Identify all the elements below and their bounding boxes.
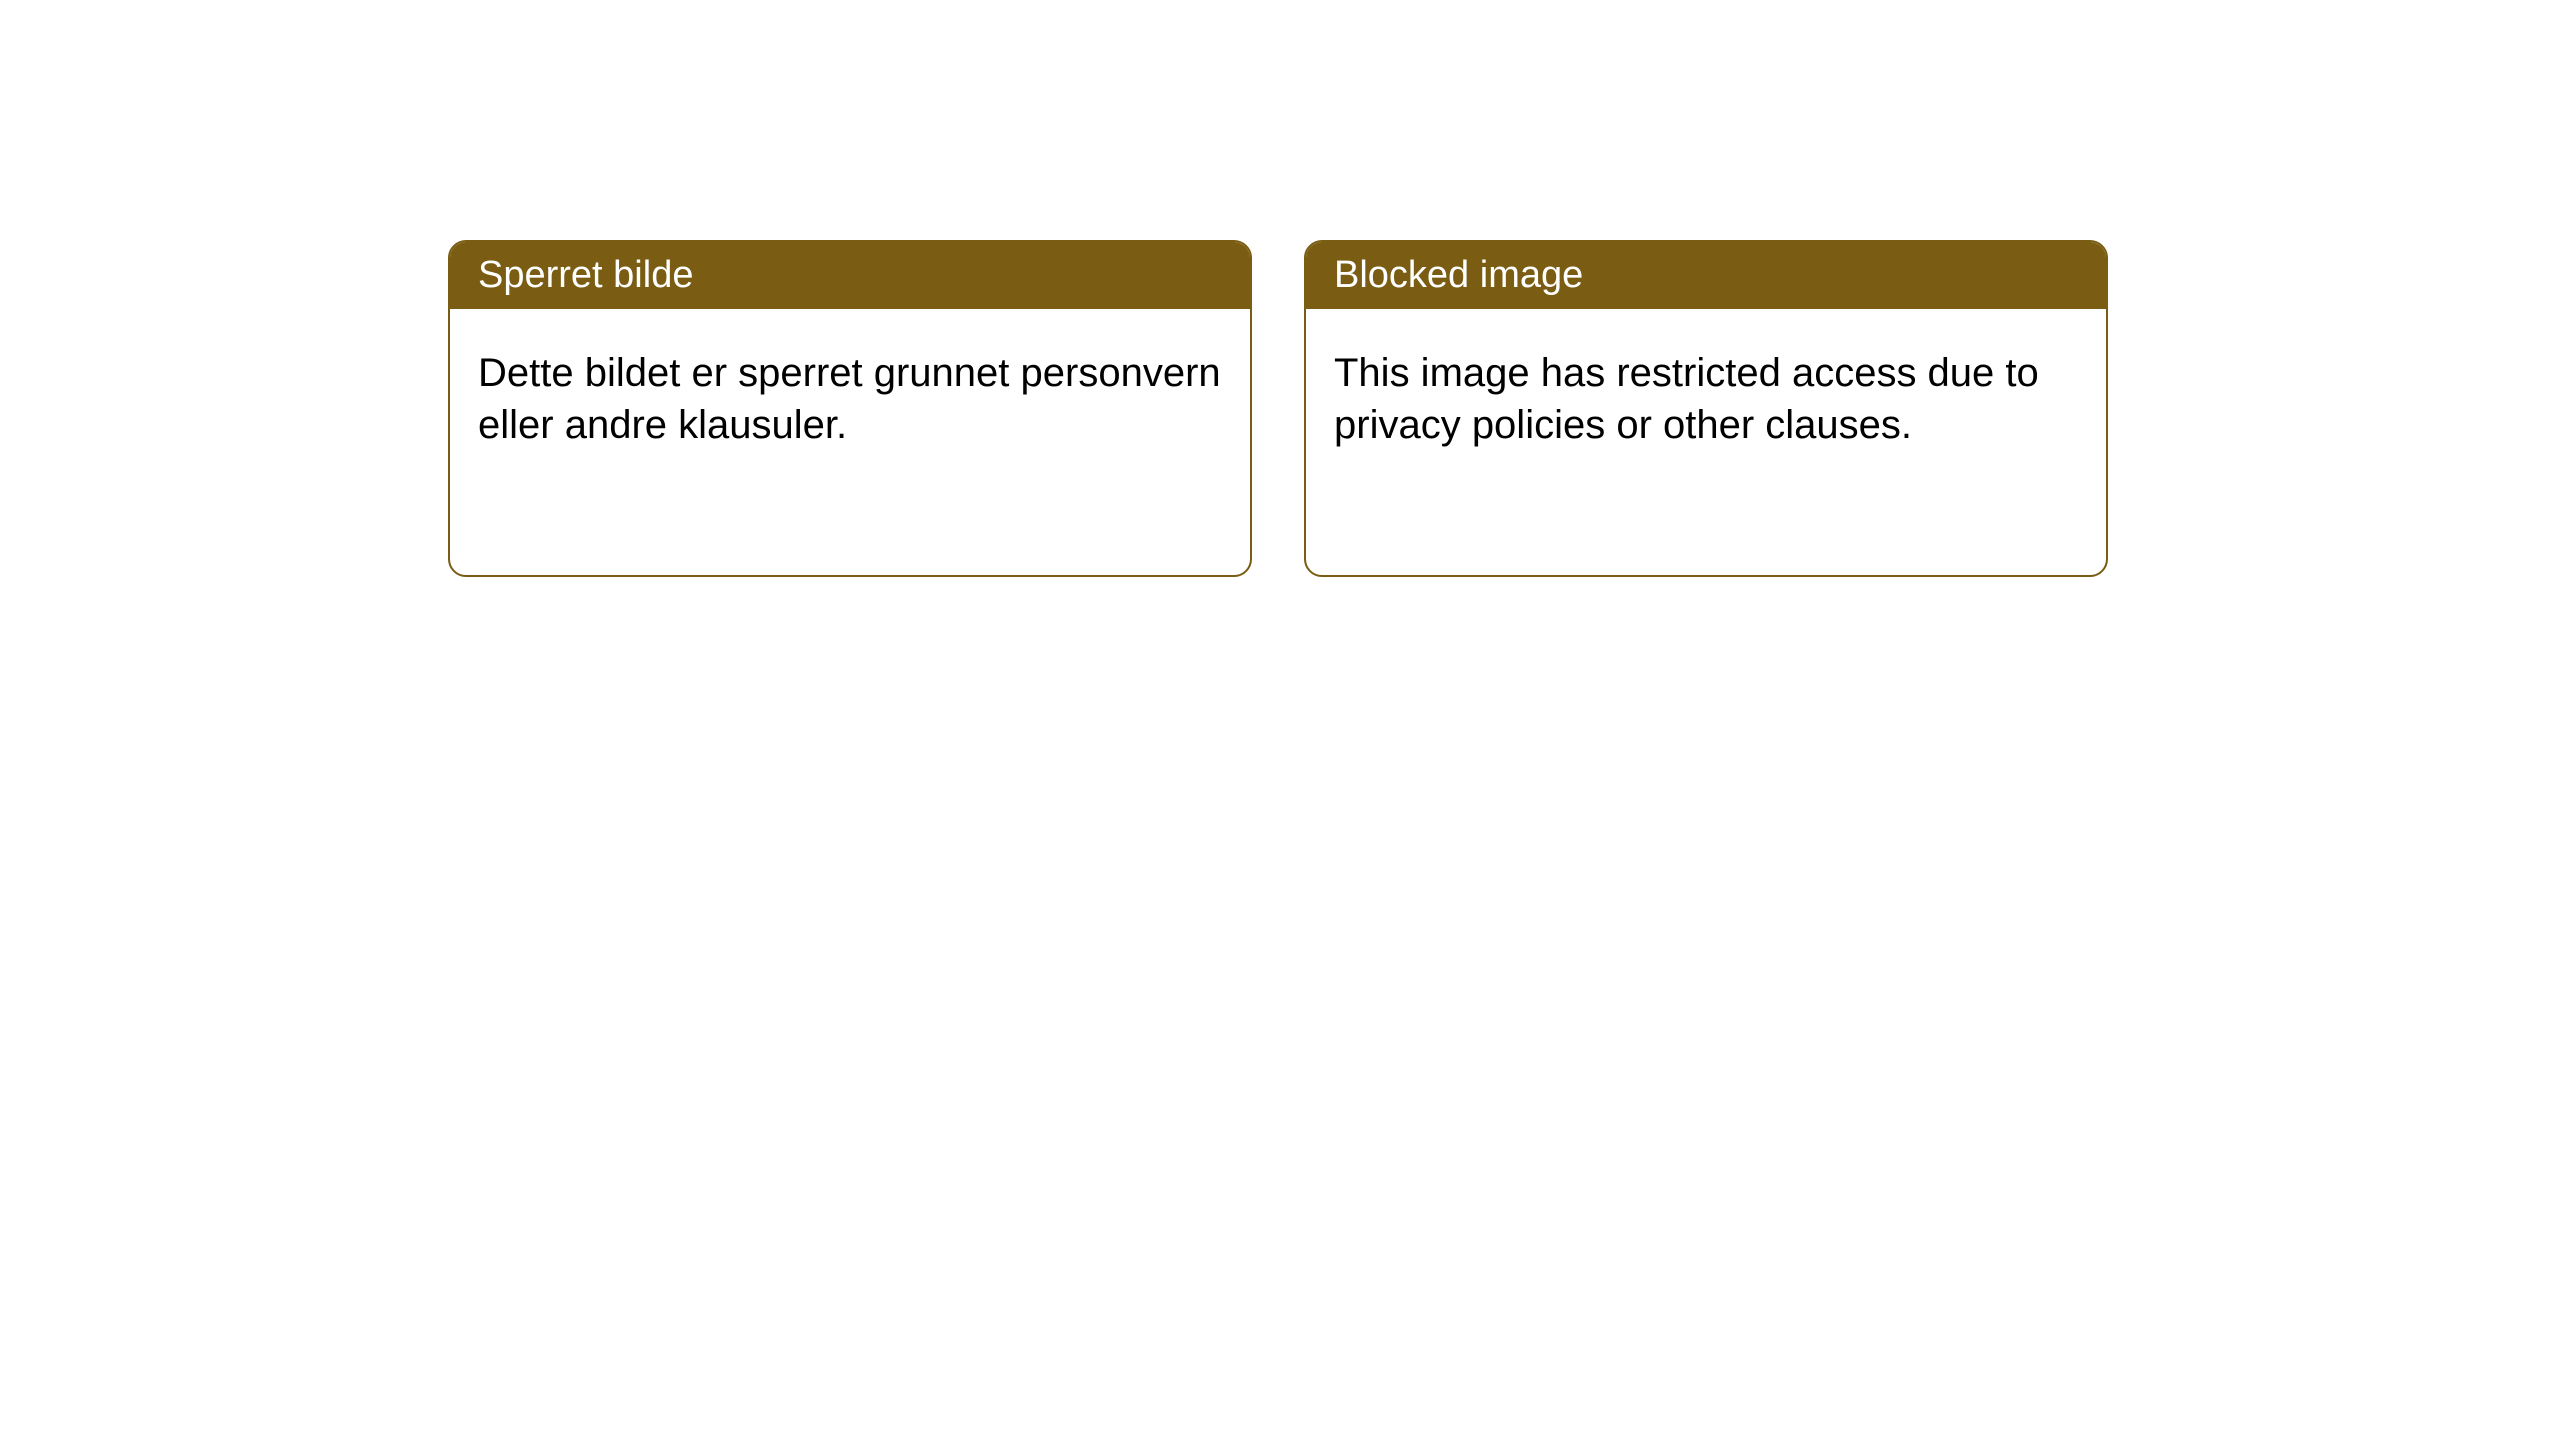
card-header: Sperret bilde xyxy=(450,242,1250,309)
card-body: This image has restricted access due to … xyxy=(1306,309,2106,489)
card-title: Blocked image xyxy=(1334,254,1583,296)
notice-card-norwegian: Sperret bilde Dette bildet er sperret gr… xyxy=(448,240,1252,577)
card-body-text: Dette bildet er sperret grunnet personve… xyxy=(478,351,1221,447)
notice-card-container: Sperret bilde Dette bildet er sperret gr… xyxy=(448,240,2108,577)
card-header: Blocked image xyxy=(1306,242,2106,309)
card-body: Dette bildet er sperret grunnet personve… xyxy=(450,309,1250,489)
card-body-text: This image has restricted access due to … xyxy=(1334,351,2039,447)
notice-card-english: Blocked image This image has restricted … xyxy=(1304,240,2108,577)
card-title: Sperret bilde xyxy=(478,254,693,296)
